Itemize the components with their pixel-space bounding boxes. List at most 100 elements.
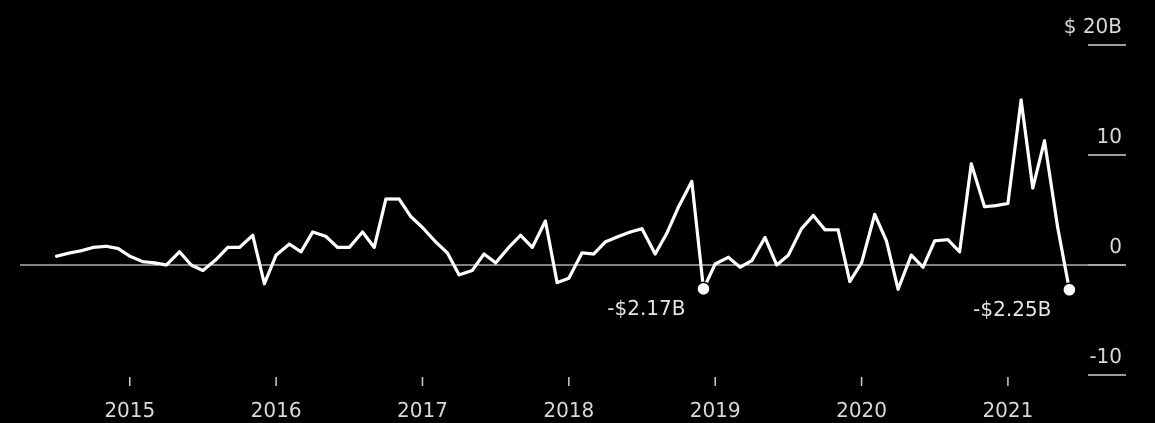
data-point [640,227,644,231]
data-point [507,245,511,249]
data-point [555,281,559,285]
data-point [311,230,315,234]
data-point [811,214,815,217]
data-point [617,234,621,238]
data-point [347,245,351,249]
data-point [1043,139,1046,143]
y-tick-label: -10 [1089,344,1122,368]
data-point [457,273,461,277]
data-point [226,245,230,249]
x-tick-label: 2016 [251,398,302,422]
data-point [434,240,438,244]
data-point [628,230,632,234]
data-point [592,252,596,256]
data-point [91,245,95,249]
y-tick-label: 10 [1097,124,1122,148]
data-point [494,261,498,265]
x-tick-label: 2020 [836,398,887,422]
data-point [786,253,790,257]
data-point [873,212,877,216]
data-point [116,247,120,250]
data-point [251,233,255,237]
data-point [287,242,291,246]
data-point [800,227,803,231]
data-point [482,252,486,256]
data-point [164,263,168,267]
data-point [896,287,900,291]
data-point [128,254,132,258]
data-point [519,233,522,237]
data-point [994,204,998,208]
data-point [1006,201,1010,205]
data-point [324,234,328,238]
data-point [921,265,925,269]
data-point [713,262,717,266]
data-point [530,245,534,249]
x-tick-label: 2019 [690,398,741,422]
data-point [677,205,681,209]
data-point [860,261,864,265]
data-point [104,244,108,248]
marker-group: -$2.17B -$2.25B [607,281,1077,321]
data-point [738,265,742,269]
data-point [397,197,401,201]
highlight-marker [696,281,711,297]
x-axis: 2015 2016 2017 2018 2019 2020 2021 [104,377,1033,422]
data-point [567,276,571,280]
data-point [983,205,986,209]
data-point [836,228,840,232]
data-point [653,252,657,256]
data-point [665,231,669,235]
data-point [68,251,72,255]
data-point [445,251,449,255]
data-point [201,269,205,272]
data-point [848,280,852,283]
x-tick-label: 2017 [397,398,448,422]
data-point [409,215,413,219]
x-tick-label: 2018 [543,398,594,422]
data-point [336,245,340,249]
data-point [543,219,547,223]
data-point [141,260,145,264]
highlight-marker [1062,282,1077,297]
data-point [372,245,376,249]
data-point [823,228,827,232]
data-point [690,179,694,183]
data-point [384,197,388,201]
data-point [884,239,888,243]
data-point [969,162,973,166]
data-point [80,249,83,253]
data-point [775,263,779,267]
marker-annotation: -$2.25B [973,297,1051,321]
data-point [55,254,59,258]
data-point [153,261,157,265]
data-point [299,250,303,254]
data-point [1056,226,1060,230]
data-point [763,236,767,239]
y-tick-label: 0 [1109,234,1122,258]
data-point [1031,186,1035,190]
x-tick-label: 2021 [982,398,1033,422]
marker-annotation: -$2.17B [607,296,685,320]
y-tick-label: $ 20B [1064,14,1122,38]
y-axis: $ 20B 10 0 -10 [1064,14,1126,376]
data-point [909,253,913,257]
data-point [178,250,181,254]
data-point [262,282,266,286]
data-point [189,263,193,267]
data-point [603,240,607,244]
series-line [55,98,1071,292]
data-point [274,253,278,257]
data-point [361,230,364,234]
series-points [55,98,1071,292]
data-point [726,255,730,259]
data-point [214,258,218,261]
x-tick-label: 2015 [104,398,155,422]
data-point [421,226,424,230]
data-point [1019,98,1023,102]
data-point [238,245,241,249]
data-point [750,259,754,263]
data-point [580,251,584,255]
